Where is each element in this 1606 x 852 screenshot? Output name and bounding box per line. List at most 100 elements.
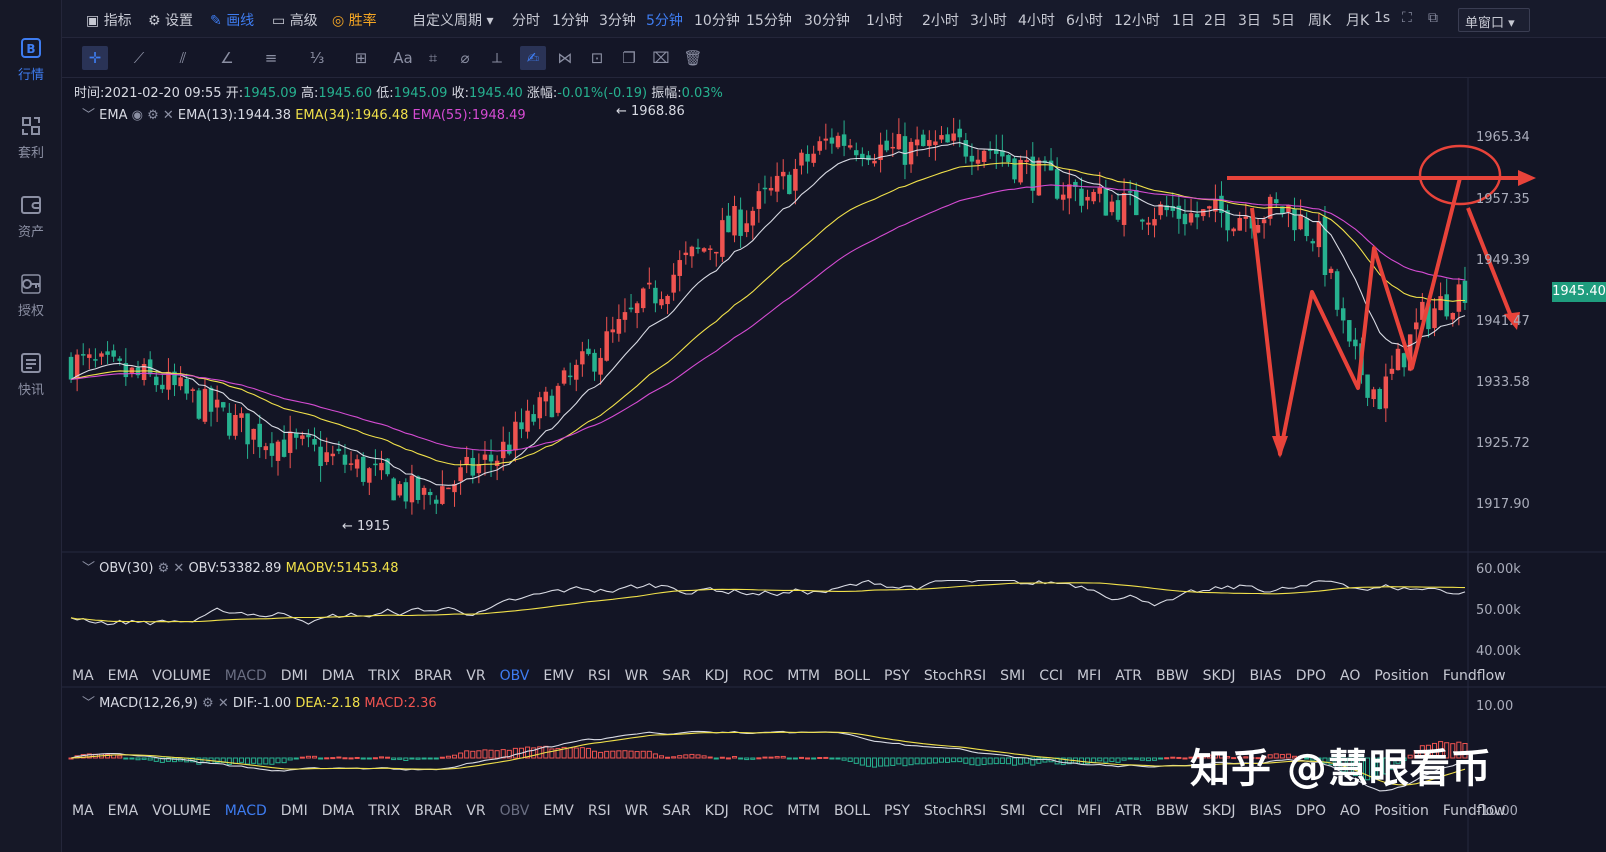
indicator-tab[interactable]: CCI — [1039, 803, 1063, 819]
indicator-tab[interactable]: TRIX — [368, 668, 401, 684]
angle-tool-icon[interactable]: ∠ — [220, 49, 234, 67]
indicator-tab[interactable]: MA — [72, 803, 94, 819]
indicator-tab[interactable]: ROC — [742, 668, 774, 684]
indicator-tab[interactable]: SMI — [1000, 803, 1026, 819]
indicator-tab[interactable]: PSY — [884, 668, 910, 684]
indicator-tab[interactable]: BOLL — [834, 668, 870, 684]
close-icon[interactable]: ✕ — [173, 561, 189, 576]
indicator-tab[interactable]: OBV — [499, 803, 530, 819]
indicator-tab[interactable]: SMI — [1000, 668, 1026, 684]
indicator-tab[interactable]: SKDJ — [1202, 803, 1236, 819]
indicator-tab[interactable]: DMI — [280, 803, 308, 819]
indicator-tab[interactable]: DMA — [321, 668, 355, 684]
indicator-tab[interactable]: EMA — [107, 668, 139, 684]
indicator-tab[interactable]: CCI — [1039, 668, 1063, 684]
period-tab[interactable]: 1s — [1374, 10, 1391, 26]
trash-icon[interactable]: 🗑 — [683, 49, 703, 67]
grid-tool-icon[interactable]: ⊞ — [354, 49, 368, 67]
period-tab[interactable]: 月K — [1346, 13, 1370, 29]
close-icon[interactable]: ✕ — [162, 108, 178, 123]
lock-icon[interactable]: ⊡ — [590, 49, 604, 67]
indicator-tab[interactable]: TRIX — [368, 803, 401, 819]
eye-icon[interactable]: ◉ — [131, 108, 148, 123]
period-tab[interactable]: 分时 — [512, 13, 540, 29]
sidebar-item-news[interactable]: 快讯 — [0, 351, 62, 398]
indicator-tab[interactable]: BBW — [1156, 668, 1189, 684]
close-icon[interactable]: ✕ — [217, 696, 233, 711]
sidebar-item-arbitrage[interactable]: 套利 — [0, 114, 62, 161]
indicator-tab[interactable]: MACD — [224, 668, 267, 684]
gear-icon[interactable]: ⚙ — [157, 561, 174, 576]
period-tab[interactable]: 1日 — [1172, 13, 1195, 29]
fibonacci-tool-icon[interactable]: ⅓ — [309, 49, 325, 67]
indicator-tab[interactable]: VR — [466, 803, 486, 819]
indicator-tab[interactable]: BBW — [1156, 803, 1189, 819]
indicator-tab[interactable]: SAR — [662, 803, 691, 819]
indicator-tab[interactable]: MFI — [1076, 803, 1102, 819]
channel-tool-icon[interactable]: ⫽ — [179, 49, 187, 67]
draw-button[interactable]: ✎ 画线 — [210, 10, 254, 30]
indicator-tab[interactable]: EMV — [543, 803, 574, 819]
advanced-button[interactable]: ▭ 高级 — [272, 10, 318, 30]
period-tab[interactable]: 4小时 — [1018, 13, 1055, 29]
indicator-tab[interactable]: MTM — [787, 803, 821, 819]
period-tab[interactable]: 周K — [1308, 13, 1332, 29]
indicator-button[interactable]: ▣ 指标 — [86, 10, 132, 30]
crosshair-tool-icon[interactable]: ✛ — [82, 46, 108, 70]
indicator-tab[interactable]: MTM — [787, 668, 821, 684]
horizontal-lines-tool-icon[interactable]: ≡ — [264, 49, 278, 67]
period-tab[interactable]: 12小时 — [1114, 13, 1160, 29]
collapse-icon[interactable]: ﹀ — [82, 696, 100, 711]
period-tab[interactable]: 1分钟 — [552, 13, 589, 29]
indicator-tab[interactable]: MACD — [224, 803, 267, 819]
candlestick-chart[interactable] — [62, 78, 1606, 852]
indicator-tab[interactable]: ROC — [742, 803, 774, 819]
period-tab[interactable]: 15分钟 — [746, 13, 792, 29]
chart-area[interactable]: 时间:2021-02-20 09:55 开:1945.09 高:1945.60 … — [62, 78, 1606, 852]
popout-icon[interactable]: ⧉ — [1428, 10, 1438, 26]
indicator-tab[interactable]: VOLUME — [152, 803, 211, 819]
indicator-tab[interactable]: AO — [1340, 803, 1361, 819]
period-tab[interactable]: 10分钟 — [694, 13, 740, 29]
hide-drawings-icon[interactable]: ⋈ — [557, 49, 573, 67]
custom-period-dropdown[interactable]: 自定义周期 ▾ — [412, 10, 493, 30]
indicator-tab[interactable]: SAR — [662, 668, 691, 684]
period-tab[interactable]: 1小时 — [866, 13, 903, 29]
indicator-tab[interactable]: RSI — [587, 803, 611, 819]
indicator-tab[interactable]: BRAR — [414, 668, 453, 684]
select-all-icon[interactable]: ⌧ — [652, 49, 670, 67]
sidebar-item-market[interactable]: B 行情 — [0, 36, 62, 83]
indicator-tab[interactable]: EMV — [543, 668, 574, 684]
indicator-tab[interactable]: ATR — [1115, 668, 1142, 684]
settings-button[interactable]: ⚙ 设置 — [148, 10, 193, 30]
indicator-tab[interactable]: BRAR — [414, 803, 453, 819]
period-tab[interactable]: 6小时 — [1066, 13, 1103, 29]
indicator-tab[interactable]: RSI — [587, 668, 611, 684]
magnet-tool-icon[interactable]: ✍ — [520, 46, 546, 70]
indicator-tab[interactable]: BIAS — [1249, 668, 1282, 684]
period-tab[interactable]: 3分钟 — [599, 13, 636, 29]
trendline-tool-icon[interactable]: ⟋ — [133, 49, 145, 67]
indicator-tab[interactable]: ATR — [1115, 803, 1142, 819]
indicator-tab[interactable]: DPO — [1295, 803, 1326, 819]
period-tab[interactable]: 5日 — [1272, 13, 1295, 29]
period-tab[interactable]: 5分钟 — [646, 13, 683, 29]
indicator-tab[interactable]: DMA — [321, 803, 355, 819]
indicator-tab[interactable]: WR — [624, 803, 649, 819]
indicator-tab[interactable]: SKDJ — [1202, 668, 1236, 684]
window-mode-select[interactable]: 单窗口 ▾ — [1458, 8, 1530, 32]
gear-icon[interactable]: ⚙ — [202, 696, 218, 711]
indicator-tab[interactable]: OBV — [499, 668, 530, 684]
indicator-tab[interactable]: KDJ — [704, 668, 729, 684]
indicator-tab[interactable]: Position — [1374, 803, 1429, 819]
fullscreen-icon[interactable]: ⛶ — [1402, 10, 1412, 26]
sidebar-item-assets[interactable]: 资产 — [0, 193, 62, 240]
collapse-icon[interactable]: ﹀ — [82, 561, 100, 576]
period-tab[interactable]: 3小时 — [970, 13, 1007, 29]
copy-icon[interactable]: ❐ — [622, 49, 636, 67]
period-tab[interactable]: 2小时 — [922, 13, 959, 29]
text-tool-icon[interactable]: Aa — [393, 49, 413, 67]
indicator-tab[interactable]: MFI — [1076, 668, 1102, 684]
pattern-tool-icon[interactable]: ⌗ — [428, 49, 438, 67]
period-tab[interactable]: 3日 — [1238, 13, 1261, 29]
